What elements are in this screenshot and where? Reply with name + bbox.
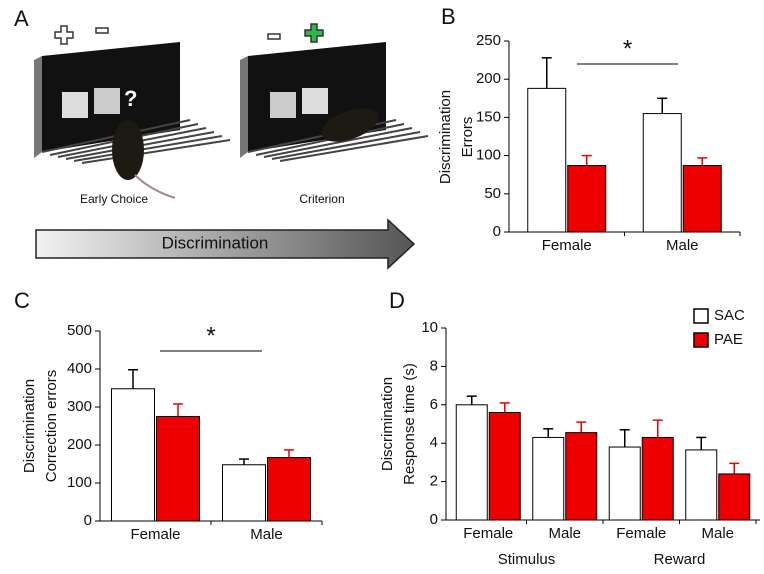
panel-label: A	[14, 6, 29, 31]
y-tick-label: 100	[476, 147, 501, 164]
x-tick-label: Male	[250, 526, 283, 543]
y-tick-label: 300	[67, 398, 92, 415]
bar	[222, 464, 266, 522]
plus-icon	[304, 23, 324, 43]
x-tick-label: Male	[548, 525, 581, 542]
bar	[532, 436, 565, 521]
x-tick-label: Female	[463, 525, 513, 542]
y-axis-label: Discrimination	[437, 90, 454, 184]
bar	[267, 457, 311, 522]
progress-arrow	[35, 218, 416, 270]
y-tick-label: 4	[430, 434, 438, 451]
bar	[565, 432, 598, 521]
question-icon: ?	[124, 86, 137, 111]
y-tick-label: 100	[67, 474, 92, 491]
y-tick-label: 0	[430, 511, 438, 528]
stimulus	[94, 88, 120, 114]
bar	[641, 436, 674, 521]
y-tick-label: 500	[67, 322, 92, 339]
significance-star: *	[206, 322, 215, 349]
bar	[527, 87, 567, 233]
y-axis-label: Correction errors	[43, 370, 60, 483]
bar	[156, 416, 200, 522]
bar	[685, 449, 718, 521]
legend-label: SAC	[714, 307, 745, 324]
bar	[608, 446, 641, 521]
bar	[567, 165, 607, 233]
legend-swatch	[693, 332, 709, 348]
bar	[682, 165, 722, 233]
y-tick-label: 200	[476, 70, 501, 87]
bar	[111, 388, 155, 522]
illustration: A ? Early Choice Criterion Discriminatio…	[14, 6, 429, 270]
y-tick-label: 2	[430, 473, 438, 490]
arrow-label: Discrimination	[162, 233, 269, 252]
screen-side	[34, 56, 42, 158]
stimulus	[270, 92, 296, 118]
y-axis-label: Response time (s)	[401, 363, 418, 485]
x-tick-label: Male	[666, 237, 699, 254]
bar	[718, 473, 751, 521]
caption: Criterion	[299, 192, 344, 206]
tail	[134, 174, 176, 199]
y-tick-label: 400	[67, 360, 92, 377]
bar	[642, 113, 682, 233]
x-tick-label: Female	[130, 526, 180, 543]
y-tick-label: 6	[430, 396, 438, 413]
y-tick-label: 8	[430, 357, 438, 374]
x-tick-label: Female	[616, 525, 666, 542]
minus-icon	[267, 33, 281, 40]
x-tick-label: Female	[542, 237, 592, 254]
y-tick-label: 10	[421, 319, 438, 336]
y-tick-label: 0	[84, 512, 92, 529]
y-tick-label: 150	[476, 108, 501, 125]
group-label: Stimulus	[498, 551, 556, 568]
y-axis-label: Discrimination	[379, 377, 396, 471]
panel-label: B	[441, 4, 456, 29]
stimulus	[302, 88, 328, 114]
stimulus	[62, 92, 88, 118]
y-tick-label: 200	[67, 436, 92, 453]
x-tick-label: Male	[701, 525, 734, 542]
legend-swatch	[693, 308, 709, 324]
group-label: Reward	[654, 551, 706, 568]
mouse	[321, 108, 379, 142]
plus-icon	[54, 25, 74, 45]
y-axis-label: Errors	[459, 117, 476, 158]
y-tick-label: 0	[493, 223, 501, 240]
panel-label: D	[389, 288, 405, 313]
minus-icon	[95, 27, 109, 34]
bar	[488, 411, 521, 521]
caption: Early Choice	[80, 192, 148, 206]
panel-label: C	[14, 288, 30, 313]
y-tick-label: 250	[476, 32, 501, 49]
y-tick-label: 50	[484, 185, 501, 202]
mouse	[112, 120, 144, 180]
significance-star: *	[623, 35, 632, 62]
legend-label: PAE	[714, 331, 743, 348]
screen-side	[240, 56, 248, 158]
y-axis-label: Discrimination	[21, 379, 38, 473]
bar	[455, 404, 488, 521]
